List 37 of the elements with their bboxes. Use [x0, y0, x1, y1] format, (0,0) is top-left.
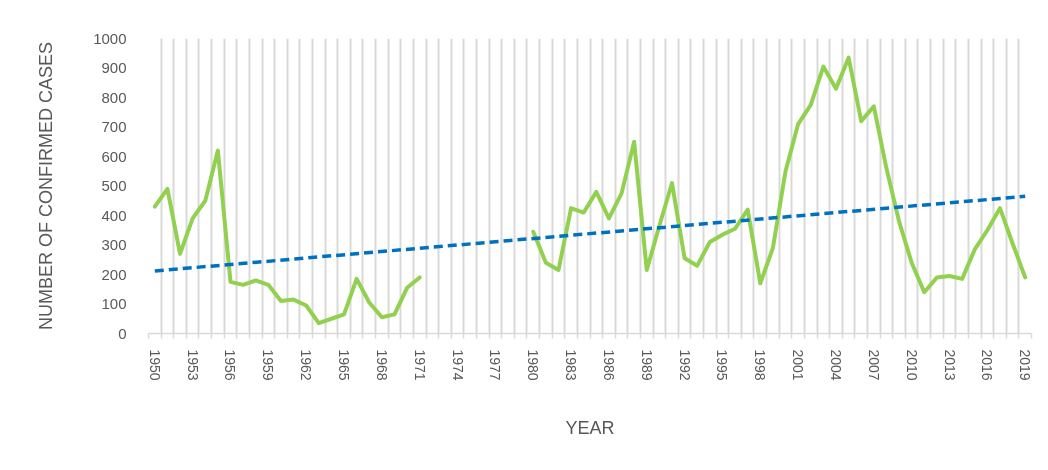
x-tick-label: 1977: [487, 349, 504, 381]
x-tick-label: 2007: [865, 349, 882, 381]
x-tick-label: 2001: [790, 349, 807, 381]
y-tick-label: 300: [101, 236, 127, 253]
y-tick-label: 0: [118, 324, 127, 342]
x-tick-label: 1971: [411, 349, 428, 381]
y-tick-label: 500: [101, 177, 127, 194]
y-tick-label: 1000: [93, 29, 127, 47]
y-tick-label: 400: [101, 206, 127, 224]
y-axis-title: NUMBER OF CONFIRMED CASES: [36, 41, 57, 331]
x-tick-label: 1959: [260, 349, 277, 381]
x-tick-label: 1956: [222, 349, 239, 381]
x-tick-label: 1989: [638, 349, 655, 381]
x-tick-label: 1974: [449, 349, 466, 381]
x-axis-title: YEAR: [565, 417, 615, 438]
y-tick-label: 800: [101, 88, 127, 106]
y-tick-label: 100: [101, 295, 127, 312]
x-tick-label: 2004: [827, 349, 844, 381]
x-tick-label: 1953: [184, 349, 201, 381]
y-tick-label: 200: [101, 265, 127, 283]
x-tick-label: 1965: [336, 349, 353, 381]
x-tick-label: 1968: [373, 349, 390, 381]
x-tick-label: 1983: [563, 349, 580, 381]
x-tick-label: 1950: [146, 349, 163, 381]
x-tick-label: 1998: [752, 349, 769, 381]
x-tick-label: 2019: [1017, 349, 1034, 381]
x-tick-label: 1995: [714, 349, 731, 381]
x-tick-label: 1986: [600, 349, 617, 381]
x-tick-label: 2016: [979, 349, 996, 381]
x-tick-label: 1962: [298, 349, 315, 381]
x-tick-label: 2013: [941, 349, 958, 381]
x-tick-label: 1980: [525, 349, 542, 381]
y-tick-label: 700: [101, 118, 127, 135]
x-tick-label: 1992: [676, 349, 693, 381]
y-tick-label: 600: [101, 147, 127, 165]
x-tick-label: 2010: [903, 349, 920, 381]
y-tick-label: 900: [101, 59, 127, 76]
